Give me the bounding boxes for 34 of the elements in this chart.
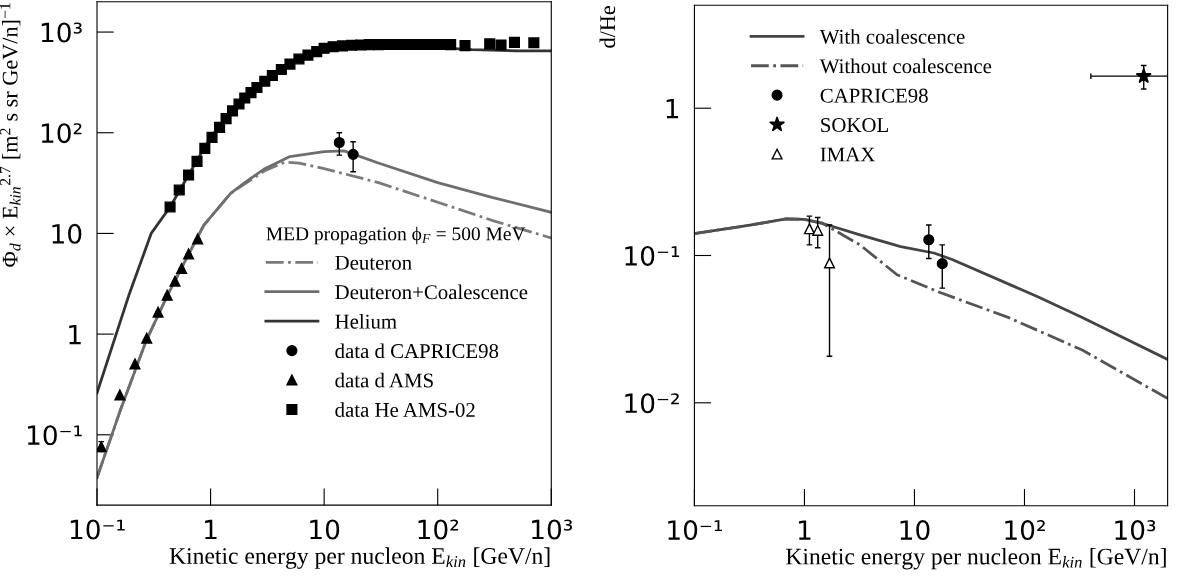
x-tick-label: 10 bbox=[310, 519, 340, 540]
legend-label: data d CAPRICE98 bbox=[335, 343, 499, 359]
legend-label: Deuteron bbox=[335, 255, 412, 270]
legend-label: Without coalescence bbox=[819, 58, 992, 74]
legend-title: MED propagation ϕ$_{F}$ = 500 MeV bbox=[266, 226, 526, 245]
y-tick-label: 1 bbox=[69, 324, 81, 345]
y-tick-label: 10² bbox=[41, 123, 82, 144]
legend-label: With coalescence bbox=[819, 29, 965, 44]
legend-label: Deuteron+Coalescence bbox=[335, 284, 528, 300]
legend-label: IMAX bbox=[820, 147, 875, 162]
x-tick-label: 10² bbox=[1005, 520, 1045, 541]
x-axis-title: Kinetic energy per nucleon E$_{kin}$ [GeV/n] bbox=[786, 547, 1166, 570]
legend-label: CAPRICE98 bbox=[820, 88, 928, 103]
x-tick-label: 1 bbox=[798, 520, 811, 540]
y-tick-label: 10⁻¹ bbox=[625, 245, 680, 266]
y-tick-label: 10⁻¹ bbox=[27, 425, 82, 446]
y-tick-label: 1 bbox=[666, 98, 679, 119]
x-tick-label: 10³ bbox=[532, 519, 573, 540]
y-tick-label: 10 bbox=[52, 223, 82, 244]
y-tick-label: 10⁻² bbox=[625, 393, 679, 414]
legend-label: Helium bbox=[335, 313, 397, 329]
x-tick-label: 10 bbox=[900, 520, 930, 541]
text: Φ$_{d}$ × E$_{kin}$$^{2.7}$ [m$^{2}$ s sr GeV/n]$^{−1}$ bbox=[0, 3, 21, 267]
x-axis-title: Kinetic energy per nucleon E$_{kin}$ [GeV/n] bbox=[169, 547, 550, 569]
legend-label: data d AMS bbox=[335, 372, 433, 388]
y-tick-label: 10³ bbox=[41, 22, 82, 43]
legend-label: data He AMS-02 bbox=[335, 402, 475, 417]
legend-label: SOKOL bbox=[821, 118, 888, 133]
x-tick-label: 10² bbox=[418, 519, 459, 540]
x-tick-label: 10⁻¹ bbox=[70, 519, 125, 540]
x-tick-label: 1 bbox=[205, 519, 217, 540]
y-axis-title: d/He bbox=[599, 6, 616, 48]
x-tick-label: 10³ bbox=[1115, 520, 1156, 541]
x-tick-label: 10⁻¹ bbox=[668, 520, 723, 541]
